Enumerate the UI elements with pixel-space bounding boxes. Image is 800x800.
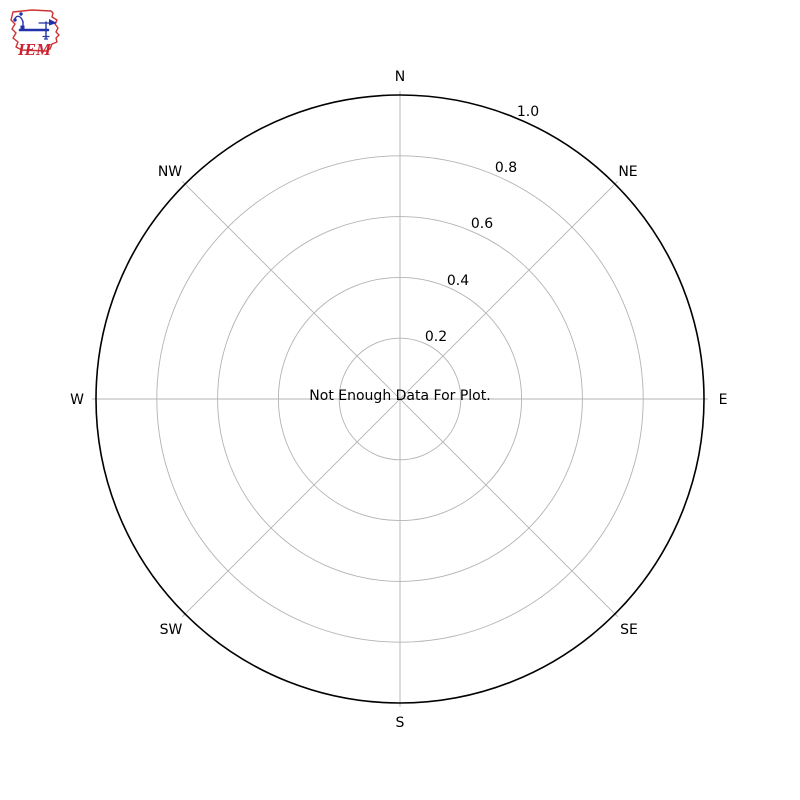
direction-labels: N NE E SE S SW W NW bbox=[70, 69, 727, 731]
compass-label-w: W bbox=[70, 392, 84, 408]
radial-tick-label-02: 0.2 bbox=[425, 329, 447, 345]
weather-vane-icon bbox=[13, 12, 57, 40]
compass-label-s: S bbox=[396, 715, 405, 731]
compass-label-ne: NE bbox=[618, 164, 637, 180]
radial-tick-label-06: 0.6 bbox=[471, 216, 493, 232]
polar-grid bbox=[92, 91, 708, 707]
iem-logo: IEM bbox=[10, 9, 60, 59]
radial-tick-label-10: 1.0 bbox=[517, 104, 539, 120]
compass-label-sw: SW bbox=[160, 622, 183, 638]
compass-label-e: E bbox=[719, 392, 728, 408]
grid-spoke bbox=[181, 180, 619, 618]
iem-logo-text: IEM bbox=[17, 40, 52, 59]
radial-tick-label-04: 0.4 bbox=[447, 273, 469, 289]
compass-label-se: SE bbox=[620, 622, 638, 638]
radial-tick-label-08: 0.8 bbox=[495, 160, 517, 176]
compass-label-n: N bbox=[395, 69, 405, 85]
radial-tick-labels: 0.2 0.4 0.6 0.8 1.0 bbox=[425, 104, 539, 345]
compass-label-nw: NW bbox=[158, 164, 182, 180]
polar-axis-outline bbox=[95, 94, 705, 704]
no-data-message: Not Enough Data For Plot. bbox=[309, 388, 490, 404]
